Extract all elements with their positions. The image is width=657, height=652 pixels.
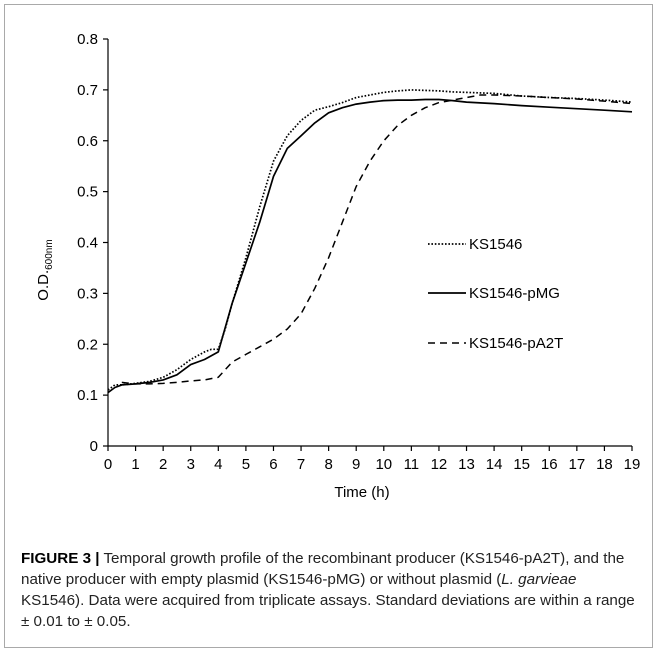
y-tick-label: 0.4 [77,235,98,252]
x-tick-label: 19 [624,456,641,473]
y-tick-label: 0.2 [77,336,98,353]
x-tick-label: 4 [214,456,222,473]
y-axis-label-main: O.D. [35,270,52,301]
y-tick-label: 0 [90,438,98,455]
legend-label: KS1546-pA2T [469,335,563,352]
x-tick-label: 11 [404,456,420,473]
caption-label: FIGURE 3 | [21,550,100,567]
y-tick-label: 0.3 [77,285,98,302]
x-tick-label: 1 [131,456,139,473]
x-tick-label: 7 [297,456,305,473]
y-tick-label: 0.7 [77,82,98,99]
y-axis-label-subscript: 600nm [44,239,55,270]
legend-label: KS1546 [469,236,522,253]
y-tick-labels: 0 0.1 0.2 0.3 0.4 0.5 0.6 0.7 0.8 [77,31,98,455]
x-axis-label: Time (h) [334,484,389,501]
x-tick-label: 5 [242,456,250,473]
x-tick-label: 13 [458,456,475,473]
figure-frame [4,4,653,648]
y-tick-label: 0.1 [77,387,98,404]
series-line-ks1546 [107,89,633,391]
x-tick-label: 17 [568,456,585,473]
y-tick-label: 0.8 [77,31,98,48]
caption-species: L. garvieae [501,571,577,588]
x-tick-label: 8 [324,456,332,473]
x-tick-label: 0 [104,456,112,473]
series-line-ks1546-pa2t [121,94,633,385]
legend-label: KS1546-pMG [469,285,560,302]
caption-text-1: Temporal growth profile of the recombina… [21,550,625,588]
series-line-ks1546-pmg [107,98,633,394]
figure-caption: FIGURE 3 | Temporal growth profile of th… [21,548,636,632]
x-tick-label: 18 [596,456,613,473]
x-tick-labels: 0 1 2 3 4 5 6 7 8 9 10 11 12 13 14 15 16 17 18 19 [104,456,641,473]
x-tick-label: 15 [513,456,530,473]
y-tick-label: 0.5 [77,184,98,201]
caption-text-2: KS1546). Data were acquired from triplic… [21,592,635,630]
x-tick-label: 3 [187,456,195,473]
y-axis-label: O.D.600nm [35,239,55,300]
x-tick-label: 9 [352,456,360,473]
x-tick-label: 12 [431,456,448,473]
x-tick-label: 10 [375,456,392,473]
legend: KS1546 KS1546-pMG KS1546-pA2T [428,236,563,352]
series-lines [107,89,633,394]
growth-chart: 00.10.20.30.40.50.60.70.8 0 1 2 3 4 5 6 7 8 9 10 11… [35,31,641,501]
y-tick-label: 0.6 [77,133,98,150]
x-tick-label: 16 [541,456,558,473]
x-tick-label: 14 [486,456,503,473]
axes [103,38,633,451]
x-tick-label: 6 [269,456,277,473]
x-tick-label: 2 [159,456,167,473]
